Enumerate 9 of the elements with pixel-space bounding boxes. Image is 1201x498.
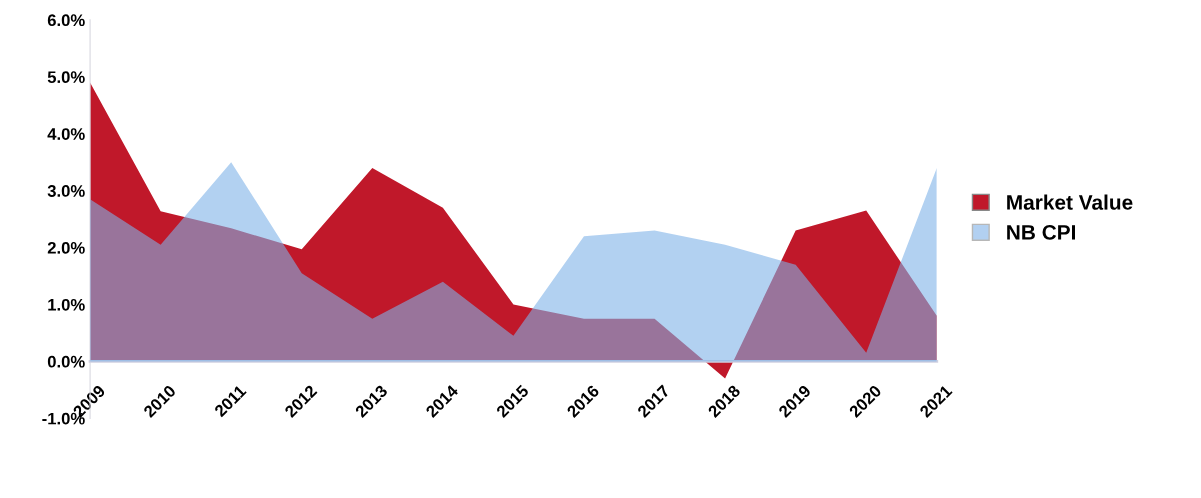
y-tick-label: 2.0%	[47, 241, 85, 254]
y-tick-label: 3.0%	[47, 185, 85, 197]
y-tick-label: 4.0%	[47, 128, 85, 140]
legend-label: NB CPI	[1007, 224, 1076, 240]
y-tick-label: 1.0%	[48, 298, 85, 311]
y-tick-label: 5.0%	[47, 71, 85, 84]
y-tick-label: 0.0%	[47, 355, 85, 368]
legend-label: Market Value	[1007, 194, 1133, 210]
y-tick-label: 6.0%	[47, 14, 85, 27]
